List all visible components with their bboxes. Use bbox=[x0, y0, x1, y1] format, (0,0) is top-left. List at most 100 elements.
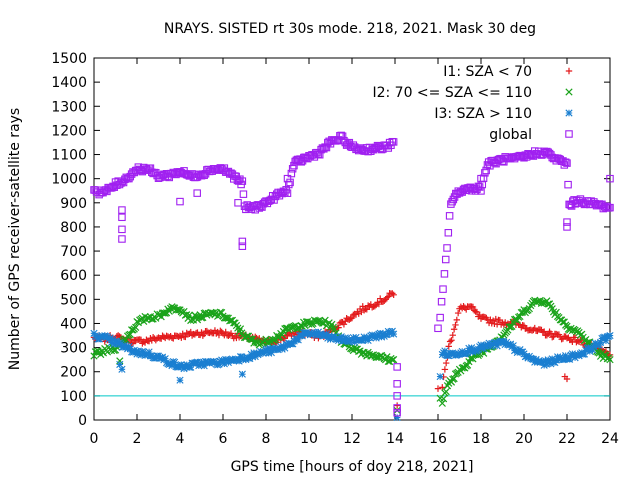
data-point bbox=[442, 387, 450, 396]
data-point bbox=[215, 360, 223, 368]
legend-marker bbox=[565, 67, 573, 75]
x-axis: 0 2 4 6 8 10 12 14 16 18 20 22 24 bbox=[90, 58, 619, 447]
data-point bbox=[228, 170, 237, 178]
data-point bbox=[179, 362, 187, 370]
data-point bbox=[371, 303, 379, 310]
data-point bbox=[235, 357, 243, 365]
y-tick-label: 1000 bbox=[51, 172, 87, 188]
y-tick-label: 100 bbox=[60, 389, 87, 405]
x-tick-label: 12 bbox=[343, 431, 361, 447]
y-axis: 0 100 200 300 400 500 600 700 800 900 1000 1100 1200… bbox=[51, 51, 610, 429]
data-point bbox=[379, 330, 387, 338]
data-point bbox=[289, 340, 297, 348]
data-point bbox=[450, 326, 458, 333]
data-point bbox=[450, 375, 458, 383]
y-tick-label: 1500 bbox=[51, 51, 87, 67]
data-point bbox=[606, 356, 614, 364]
data-point bbox=[325, 332, 333, 340]
y-tick-label: 200 bbox=[60, 365, 87, 381]
data-point bbox=[541, 357, 550, 365]
data-point bbox=[200, 362, 208, 370]
data-point bbox=[388, 356, 396, 364]
data-point bbox=[390, 291, 397, 299]
data-point bbox=[171, 358, 179, 366]
data-point-outlier bbox=[238, 370, 246, 378]
data-point bbox=[239, 190, 248, 198]
data-point bbox=[285, 180, 293, 189]
data-point bbox=[595, 341, 603, 349]
y-tick-label: 400 bbox=[60, 316, 87, 332]
data-point bbox=[287, 169, 296, 178]
data-point-outlier bbox=[238, 237, 247, 246]
x-tick-label: 0 bbox=[90, 431, 99, 447]
data-point bbox=[372, 353, 380, 362]
data-point bbox=[95, 190, 103, 199]
data-point bbox=[390, 355, 398, 364]
data-point bbox=[236, 175, 244, 183]
series-3 bbox=[90, 327, 614, 422]
y-tick-label: 900 bbox=[60, 196, 87, 212]
legend: I1: SZA < 70 I2: 70 <= SZA <= 110 I3: SZA … bbox=[372, 64, 573, 143]
data-point bbox=[103, 333, 112, 341]
data-point-outlier bbox=[393, 392, 401, 400]
data-point-outlier bbox=[118, 213, 126, 222]
series-4 bbox=[90, 131, 614, 417]
y-axis-label: Number of GPS receiver-satellite rays bbox=[7, 108, 23, 370]
data-point bbox=[376, 329, 384, 337]
data-point bbox=[238, 353, 246, 361]
data-point bbox=[564, 180, 572, 189]
data-point-outlier bbox=[434, 385, 442, 392]
data-point-outlier bbox=[393, 406, 401, 414]
data-point bbox=[449, 331, 456, 339]
legend-marker bbox=[565, 109, 573, 117]
data-point bbox=[555, 355, 563, 364]
y-tick-label: 700 bbox=[60, 244, 87, 260]
data-point bbox=[125, 342, 133, 351]
data-point-outlier bbox=[193, 189, 201, 197]
y-tick-label: 800 bbox=[60, 220, 87, 236]
data-point bbox=[196, 361, 204, 369]
y-tick-label: 0 bbox=[78, 413, 87, 429]
x-tick-label: 8 bbox=[262, 431, 271, 447]
data-point bbox=[588, 346, 597, 354]
data-point bbox=[544, 356, 552, 364]
data-series bbox=[90, 131, 614, 422]
data-point bbox=[606, 331, 614, 340]
data-point bbox=[475, 183, 484, 191]
data-point bbox=[440, 270, 449, 278]
data-point bbox=[532, 355, 540, 364]
data-point bbox=[222, 328, 229, 336]
data-point bbox=[540, 361, 548, 369]
data-point bbox=[516, 312, 524, 321]
data-point bbox=[586, 347, 594, 355]
data-point bbox=[336, 335, 344, 343]
data-point bbox=[255, 349, 263, 358]
data-point bbox=[447, 200, 455, 208]
data-point bbox=[540, 328, 548, 335]
data-point-outlier bbox=[563, 218, 571, 226]
data-point bbox=[340, 321, 348, 328]
data-point bbox=[383, 331, 391, 339]
data-point bbox=[216, 308, 224, 316]
data-point-outlier bbox=[561, 373, 569, 380]
data-point-outlier bbox=[393, 363, 401, 371]
x-tick-label: 14 bbox=[386, 431, 404, 447]
data-point bbox=[263, 345, 271, 353]
data-point bbox=[144, 351, 152, 359]
data-point-outlier bbox=[118, 235, 126, 243]
data-point-outlier bbox=[436, 394, 444, 402]
data-point bbox=[561, 158, 570, 166]
data-point bbox=[446, 338, 454, 345]
data-point-outlier bbox=[434, 324, 442, 333]
data-point bbox=[563, 159, 571, 167]
data-point bbox=[134, 347, 142, 355]
data-point bbox=[283, 189, 292, 197]
data-point bbox=[469, 303, 477, 311]
y-tick-label: 1400 bbox=[51, 75, 87, 91]
data-point-outlier bbox=[393, 402, 401, 409]
data-point bbox=[506, 340, 515, 348]
data-point-outlier bbox=[606, 174, 614, 183]
data-point bbox=[236, 325, 245, 333]
data-point bbox=[548, 355, 556, 363]
